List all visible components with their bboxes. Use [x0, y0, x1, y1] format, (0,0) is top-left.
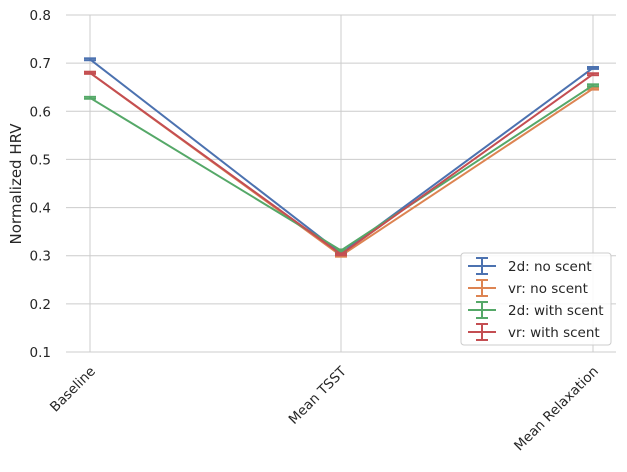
- legend: 2d: no scent vr: no scent 2d: with scent vr…: [460, 252, 612, 346]
- y-tick-label: 0.7: [30, 56, 51, 72]
- x-tick-label: Baseline: [47, 364, 99, 416]
- legend-item: vr: no scent: [468, 279, 588, 297]
- y-tick-label: 0.4: [30, 201, 51, 217]
- legend-item: vr: with scent: [468, 323, 600, 341]
- y-axis: 0.1 0.2 0.3 0.4 0.5 0.6 0.7 0.8: [30, 8, 51, 361]
- legend-label: vr: no scent: [508, 281, 588, 297]
- legend-item: 2d: no scent: [468, 257, 592, 275]
- legend-item: 2d: with scent: [468, 301, 604, 319]
- y-tick-label: 0.3: [30, 249, 51, 265]
- y-tick-label: 0.2: [30, 297, 51, 313]
- legend-label: vr: with scent: [508, 325, 600, 341]
- legend-label: 2d: with scent: [508, 303, 604, 319]
- y-tick-label: 0.8: [30, 8, 51, 24]
- y-tick-label: 0.1: [30, 345, 51, 361]
- y-axis-title: Normalized HRV: [7, 123, 25, 245]
- x-axis: Baseline Mean TSST Mean Relaxation: [47, 363, 602, 454]
- y-tick-label: 0.5: [30, 152, 51, 168]
- series: [84, 57, 599, 258]
- x-tick-label: Mean TSST: [286, 363, 351, 428]
- y-tick-label: 0.6: [30, 104, 51, 120]
- legend-label: 2d: no scent: [508, 259, 592, 275]
- legend-box: [460, 252, 612, 346]
- series-vr-with-scent: [84, 70, 599, 257]
- x-tick-label: Mean Relaxation: [511, 364, 602, 455]
